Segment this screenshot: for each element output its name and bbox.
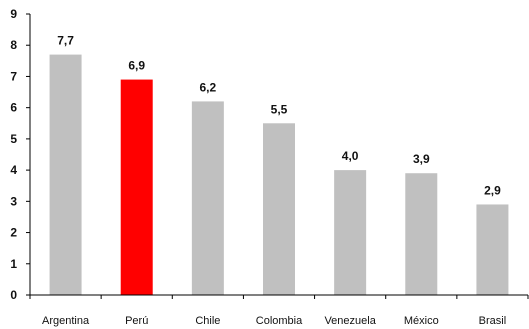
- data-label-brasil: 2,9: [484, 183, 501, 197]
- bar-chile: [191, 101, 224, 295]
- data-label-venezuela: 4,0: [342, 149, 359, 163]
- y-tick-label: 6: [10, 101, 17, 115]
- x-tick-label-venezuela: Venezuela: [324, 315, 376, 327]
- x-tick-label-colombia: Colombia: [256, 315, 303, 327]
- y-tick-label: 4: [10, 163, 17, 177]
- y-tick-label: 9: [10, 7, 17, 21]
- x-tick-label-chile: Chile: [195, 315, 220, 327]
- bar-argentina: [49, 54, 82, 295]
- y-tick-label: 8: [10, 38, 17, 52]
- bar-mexico: [405, 173, 438, 295]
- y-tick-label: 3: [10, 194, 17, 208]
- y-tick-label: 7: [10, 69, 17, 83]
- bars: [49, 54, 509, 296]
- x-tick-label-peru: Perú: [125, 315, 148, 327]
- x-axis: Argentina Perú Chile Colombia Venezuela Méxic…: [29, 294, 529, 327]
- bar-brasil: [476, 204, 509, 295]
- y-tick-label: 5: [10, 132, 17, 146]
- bar-peru: [120, 79, 153, 295]
- y-axis: 0 1 2 3 4 5 6 7 8 9: [10, 7, 31, 302]
- data-label-mexico: 3,9: [413, 152, 430, 166]
- data-label-chile: 6,2: [200, 80, 217, 94]
- x-tick-label-mexico: México: [404, 315, 439, 327]
- x-tick-label-argentina: Argentina: [42, 315, 90, 327]
- bar-venezuela: [334, 170, 367, 295]
- data-labels: 7,7 6,9 6,2 5,5 4,0 3,9 2,9: [57, 34, 501, 198]
- y-tick-label: 0: [10, 288, 17, 302]
- bar-colombia: [263, 123, 295, 296]
- data-label-argentina: 7,7: [57, 34, 74, 48]
- y-tick-label: 2: [10, 226, 17, 240]
- data-label-colombia: 5,5: [271, 102, 288, 116]
- y-tick-label: 1: [10, 257, 17, 271]
- data-label-peru: 6,9: [128, 59, 145, 73]
- x-tick-label-brasil: Brasil: [479, 315, 507, 327]
